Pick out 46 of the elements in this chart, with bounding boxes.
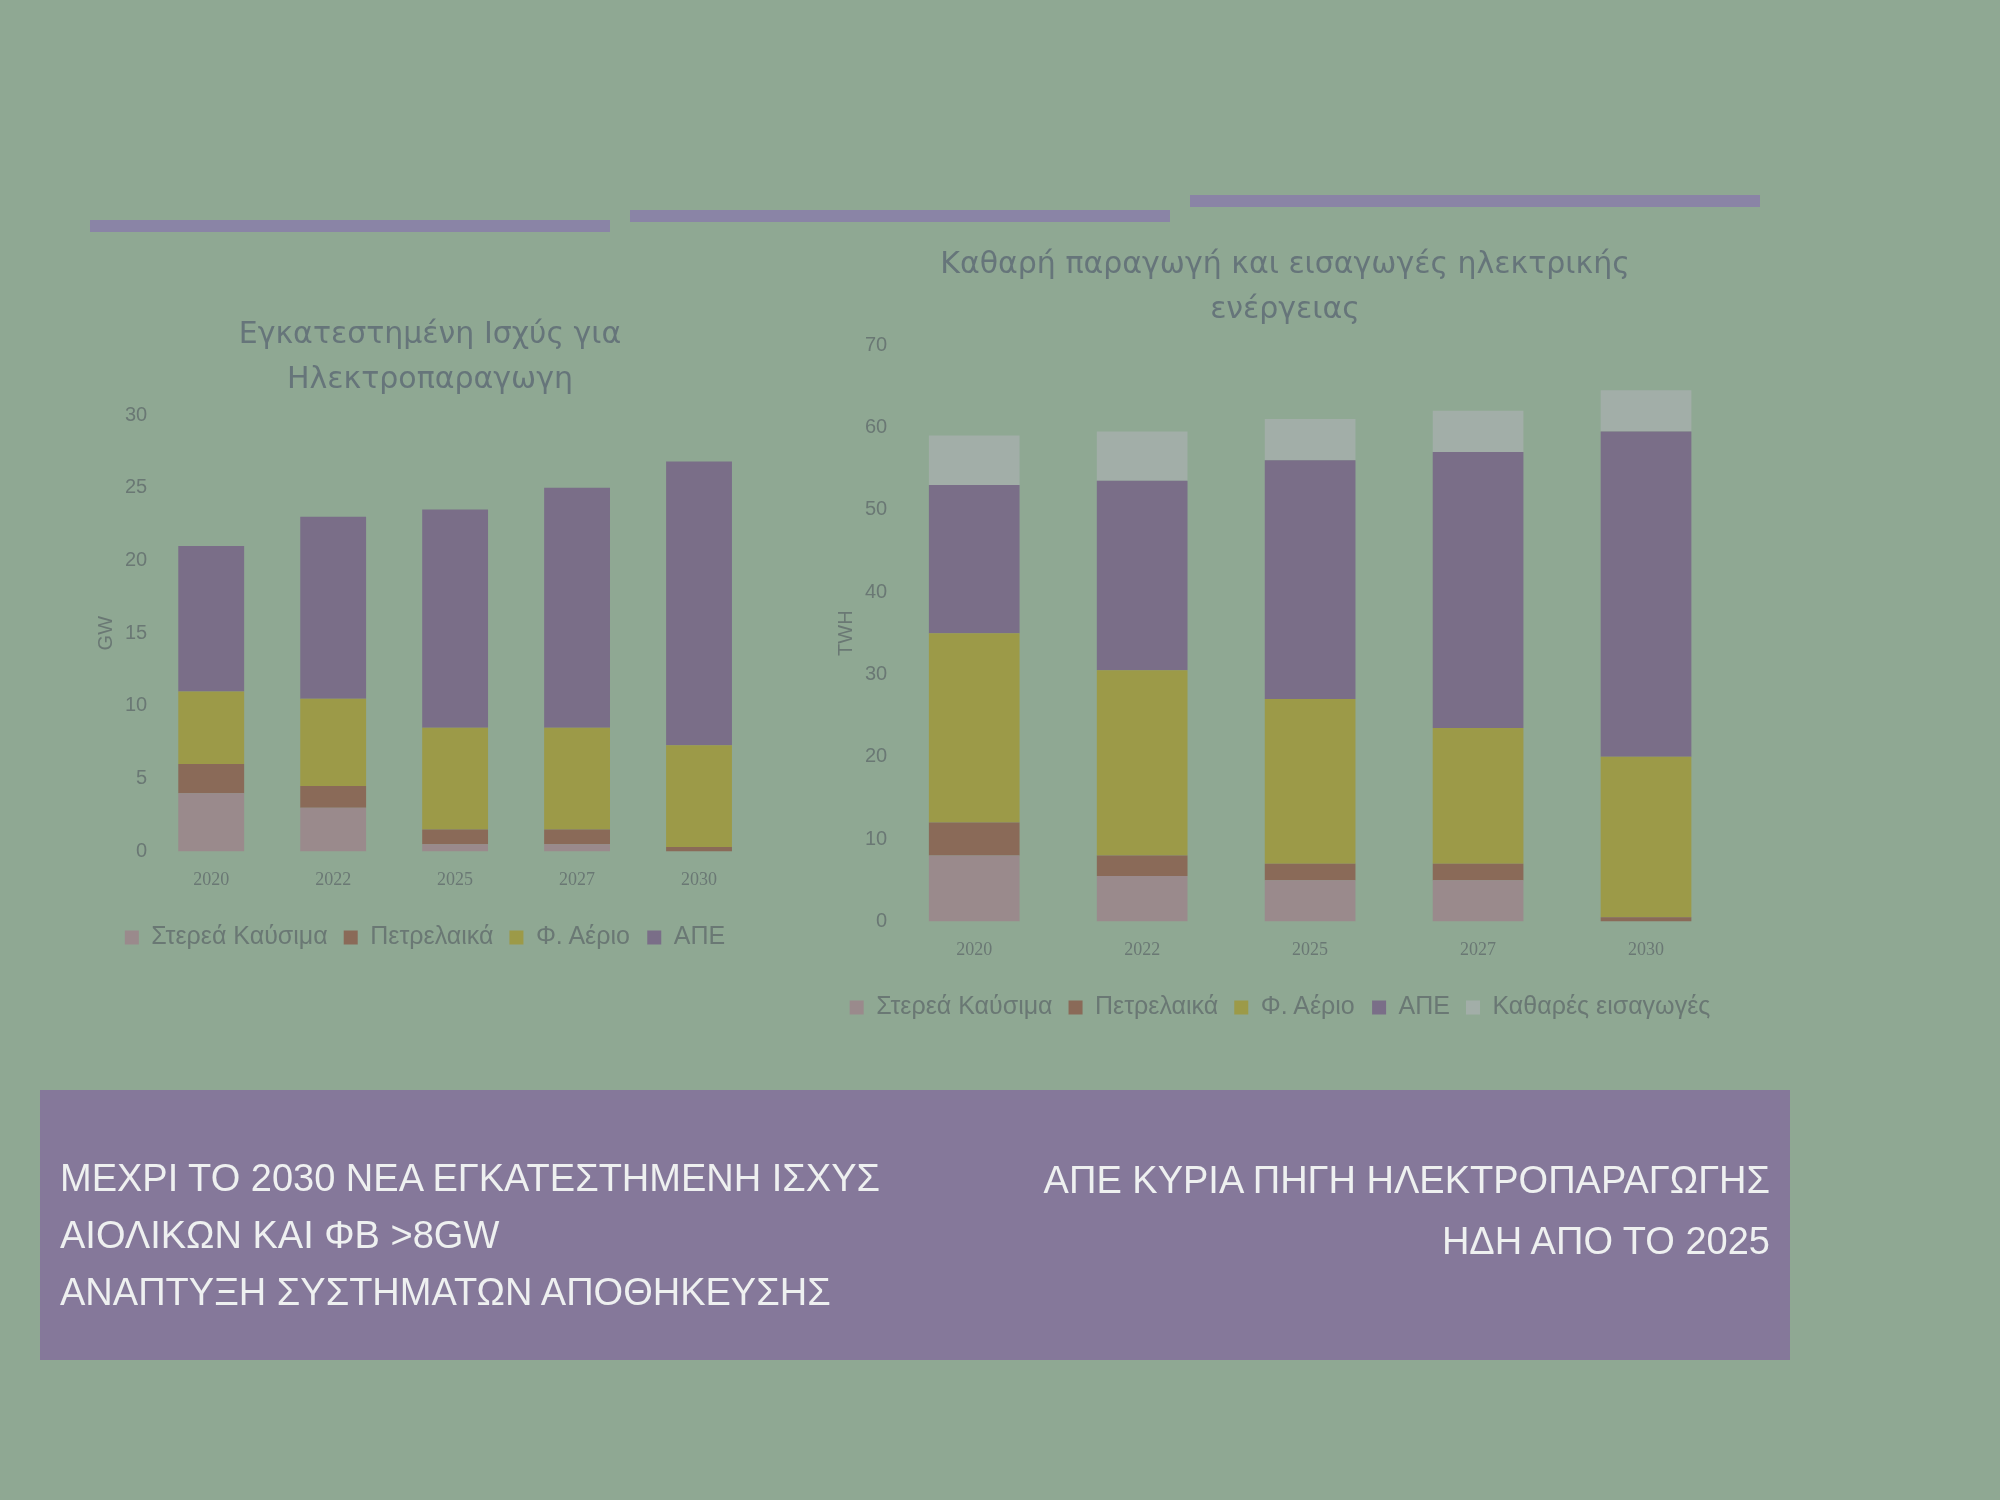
- bar: [928, 855, 1020, 922]
- bar: [1264, 699, 1356, 864]
- bar: [1264, 880, 1356, 922]
- text: ΜΕΧΡΙ ΤΟ 2030 ΝΕΑ ΕΓΚΑΤΕΣΤΗΜΕΝΗ ΙΣΧΥΣ ΑΙΟΛΙΚΩΝ ΚΑΙ ΦΒ >8GW: [60, 1156, 880, 1258]
- bar: [928, 435, 1020, 485]
- bar: [300, 516, 367, 699]
- bar: [1264, 419, 1356, 461]
- bar: [1600, 431, 1692, 757]
- bar: [300, 698, 367, 786]
- bar: [544, 487, 610, 728]
- bar: [178, 545, 245, 692]
- bar: [1264, 460, 1356, 700]
- bar: [544, 829, 610, 845]
- bar: [178, 793, 245, 852]
- bar: [1096, 480, 1188, 671]
- bar: [422, 829, 489, 845]
- bar: [666, 745, 732, 848]
- bar: [1432, 410, 1524, 453]
- bar: [544, 844, 610, 852]
- bar: [422, 509, 489, 728]
- bar: [1600, 390, 1692, 432]
- bar: [422, 727, 489, 830]
- bar: [300, 785, 367, 808]
- bar: [178, 764, 245, 794]
- bar: [1432, 880, 1524, 922]
- bar: [1096, 855, 1188, 877]
- bar: [1600, 756, 1692, 918]
- bar: [178, 691, 245, 765]
- bar: [1096, 876, 1188, 922]
- bar: [1432, 452, 1524, 728]
- bar: [666, 461, 732, 746]
- bar: [1096, 670, 1188, 856]
- bar: [666, 847, 732, 852]
- text: ΑΠΕ ΚΥΡΙΑ ΠΗΓΗ ΗΛΕΚΤΡΟΠΑΡΑΓΩΓΗΣ ΗΔΗ ΑΠΟ ΤΟ 2025: [1042, 1158, 1770, 1264]
- bar: [1264, 863, 1356, 881]
- bar: [1432, 863, 1524, 881]
- text: ΑΝΑΠΤΥΞΗ ΣΥΣΤΗΜΑΤΩΝ ΑΠΟΘΗΚΕΥΣΗΣ: [60, 1270, 832, 1315]
- bar: [544, 727, 610, 830]
- bar: [1432, 727, 1524, 864]
- bar: [300, 807, 367, 852]
- bar: [928, 822, 1020, 856]
- bar: [422, 844, 489, 852]
- bar: [1600, 917, 1692, 922]
- bar: [928, 484, 1020, 634]
- bar: [1096, 431, 1188, 481]
- bar: [928, 633, 1020, 823]
